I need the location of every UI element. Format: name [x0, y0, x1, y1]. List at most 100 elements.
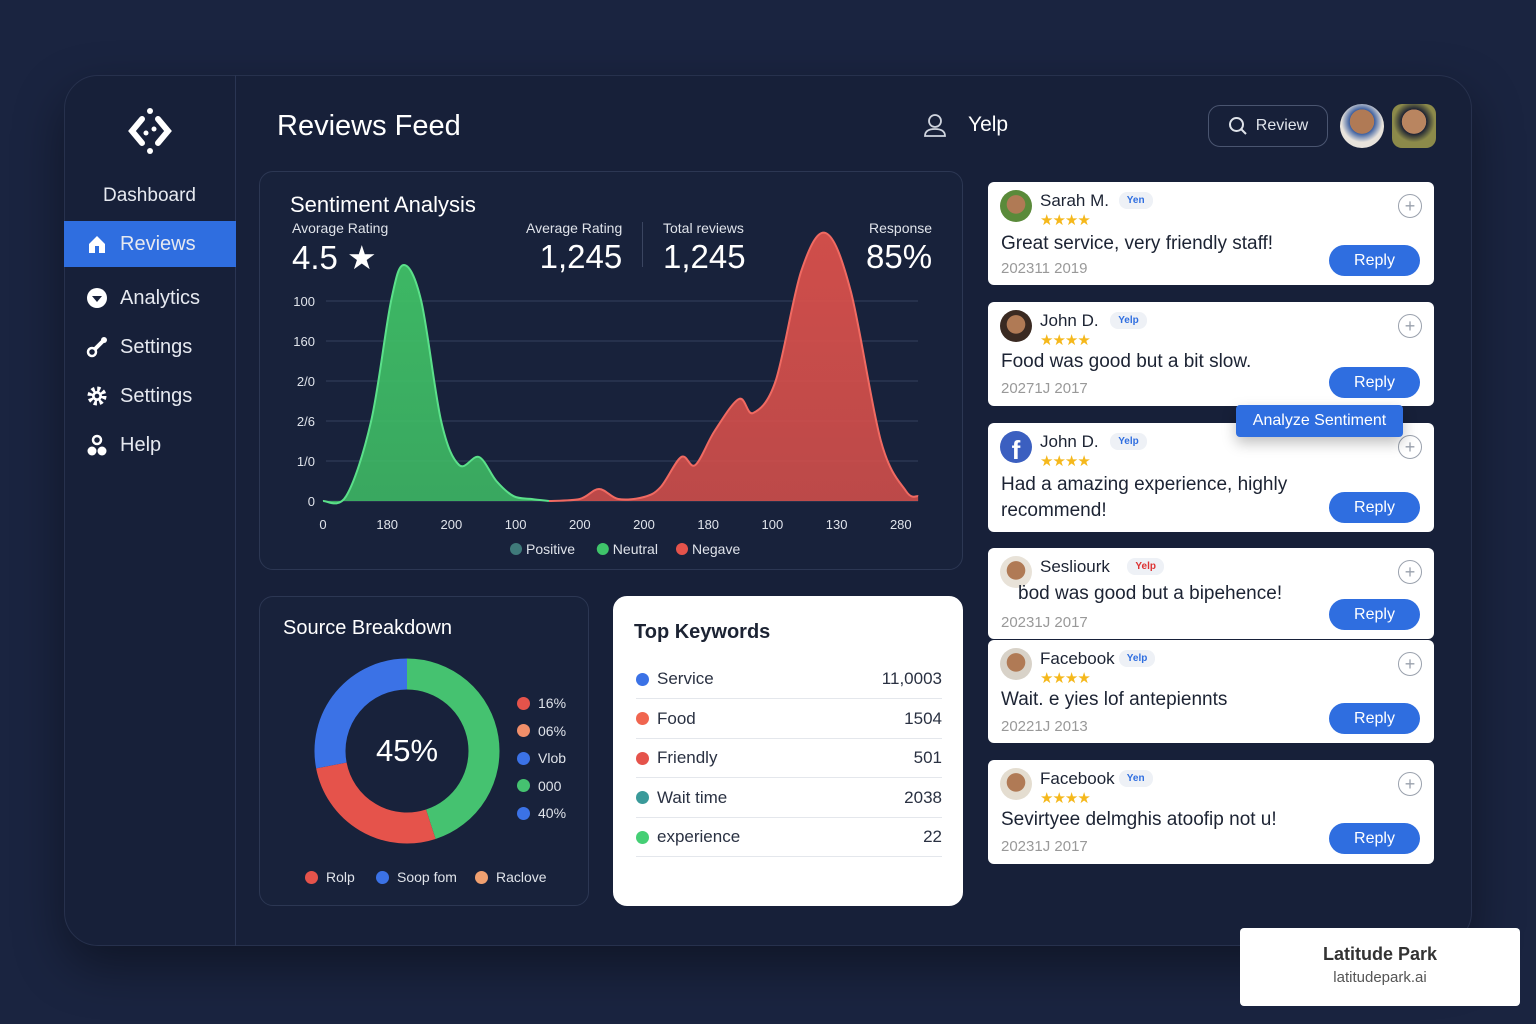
legend-swatch — [596, 543, 609, 555]
sentiment-area-chart: 0 1/0 2/6 2/0 160 100 0 180 200 100 200 200 180 100 13… — [293, 231, 919, 557]
watermark: Latitude Park latitudepark.ai — [1240, 928, 1520, 1006]
reviewer-name: Sarah M. — [1040, 191, 1109, 210]
review-card: f John D. Yelp ★★★★ Had a amazing experie… — [988, 423, 1434, 532]
keyword-dot — [636, 791, 649, 804]
sidebar-item-analytics[interactable]: Analytics — [64, 275, 236, 321]
keyword-dot — [636, 830, 649, 844]
add-icon[interactable]: + — [1398, 435, 1422, 459]
x-tick-label: 130 — [826, 517, 848, 532]
card-title: Sentiment Analysis — [290, 192, 476, 217]
source-badge: Yelp — [1110, 312, 1147, 329]
review-date: 20231J 2017 — [1001, 614, 1088, 631]
review-date: 20271J 2017 — [1001, 380, 1088, 397]
keyword-row[interactable]: Food 1504 — [636, 700, 942, 739]
avatar — [1000, 768, 1032, 800]
review-card: Facebook Yelp ★★★★ Wait. e yies lof ante… — [988, 640, 1434, 743]
sidebar-item-label: Help — [120, 433, 162, 456]
legend-item: 06% — [517, 723, 566, 739]
reply-button[interactable]: Reply — [1329, 492, 1420, 523]
y-tick-label: 100 — [293, 294, 315, 309]
user-icon — [924, 114, 946, 137]
add-icon[interactable]: + — [1398, 194, 1422, 218]
page-title: Reviews Feed — [277, 110, 461, 142]
add-icon[interactable]: + — [1398, 652, 1422, 676]
star-rating: ★★★★ — [1040, 790, 1091, 807]
keyword-row[interactable]: Wait time 2038 — [636, 779, 942, 818]
avatar — [1000, 310, 1032, 342]
donut-slice — [314, 658, 408, 769]
reply-button[interactable]: Reply — [1329, 367, 1420, 398]
donut-center-label: 45% — [375, 733, 439, 768]
sidebar-dashboard[interactable]: Dashboard — [103, 185, 196, 206]
avatar[interactable] — [1392, 104, 1436, 148]
add-icon[interactable]: + — [1398, 772, 1422, 796]
x-tick-label: 200 — [441, 517, 463, 532]
search-label: Review — [1255, 117, 1309, 134]
keyword-count: 22 — [923, 827, 942, 846]
sidebar-item-label: Settings — [120, 335, 193, 358]
source-donut-chart — [314, 658, 500, 844]
review-date: 202311 2019 — [1001, 260, 1088, 277]
reviewer-name: John D. — [1040, 311, 1099, 330]
sidebar-item-reviews[interactable]: Reviews — [64, 221, 236, 267]
x-tick-label: 100 — [505, 517, 527, 532]
x-tick-label: 180 — [697, 517, 719, 532]
avatar — [1000, 648, 1032, 680]
source-selector[interactable]: Yelp — [922, 112, 1008, 138]
x-tick-label: 180 — [376, 517, 398, 532]
star-rating: ★★★★ — [1040, 670, 1091, 687]
keyword-count: 2038 — [904, 787, 942, 807]
review-text: Sevirtyee delmghis atoofip not u! — [1001, 809, 1277, 830]
review-text: Wait. e yies lof antepiennts — [1001, 689, 1228, 710]
y-tick-label: 2/6 — [297, 414, 315, 429]
add-icon[interactable]: + — [1398, 314, 1422, 338]
keyword-row[interactable]: Friendly 501 — [636, 739, 942, 778]
star-rating: ★★★★ — [1040, 453, 1091, 470]
legend-item: Soop fom — [376, 869, 457, 885]
card-title: Source Breakdown — [283, 617, 452, 639]
add-icon[interactable]: + — [1398, 560, 1422, 584]
star-rating: ★★★★ — [1040, 212, 1091, 229]
keyword-label: Service — [657, 669, 714, 688]
reply-button[interactable]: Reply — [1329, 703, 1420, 734]
review-text: Food was good but a bit slow. — [1001, 351, 1252, 372]
source-badge: Yelp — [1110, 433, 1147, 450]
source-badge: Yelp — [1127, 558, 1164, 575]
keyword-row[interactable]: Service 11,0003 — [636, 660, 942, 699]
logo-icon — [128, 108, 172, 154]
x-tick-label: 200 — [633, 517, 655, 532]
avatar[interactable] — [1340, 104, 1384, 148]
stat-avg-rating: Avorage Rating 4.5 ★ — [292, 220, 389, 276]
reply-button[interactable]: Reply — [1329, 599, 1420, 630]
y-tick-label: 0 — [308, 494, 315, 509]
legend-item: Vlob — [517, 750, 566, 766]
card-title: Top Keywords — [634, 621, 771, 643]
heart-icon — [87, 288, 107, 308]
keyword-dot — [636, 751, 649, 765]
legend-item: 000 — [517, 778, 561, 794]
source-badge: Yelp — [1118, 650, 1156, 667]
line-negave — [548, 231, 919, 502]
x-tick-label: 200 — [569, 517, 591, 532]
legend-label: Positive — [526, 541, 575, 557]
sidebar-item-help[interactable]: Help — [64, 422, 236, 468]
top-keywords-card: Top Keywords Service 11,0003 Food 1504 Frien… — [613, 596, 963, 906]
search-button[interactable]: Review — [1208, 105, 1328, 147]
legend-label: Negave — [692, 541, 740, 557]
sidebar-item-settings[interactable]: Settings — [64, 373, 236, 419]
source-breakdown-card: Source Breakdown 45% 16% 06% Vlob 000 40% Rol… — [259, 596, 589, 906]
keyword-row[interactable]: experience 22 — [636, 818, 942, 857]
keyword-label: experience — [657, 827, 741, 846]
sidebar-item-label: Reviews — [120, 232, 196, 255]
analyze-sentiment-button[interactable]: Analyze Sentiment — [1236, 405, 1403, 437]
review-card: Facebook Yen ★★★★ Sevirtyee delmghis ato… — [988, 760, 1434, 864]
sidebar-item-settings[interactable]: Settings — [64, 324, 236, 370]
avatar — [1000, 190, 1032, 222]
reply-button[interactable]: Reply — [1329, 245, 1420, 276]
source-label: Yelp — [968, 113, 1009, 136]
users-icon — [87, 434, 107, 456]
reply-button[interactable]: Reply — [1329, 823, 1420, 854]
keyword-label: Food — [657, 708, 696, 728]
line-neutral — [322, 263, 550, 505]
sidebar-item-label: Settings — [120, 384, 193, 407]
